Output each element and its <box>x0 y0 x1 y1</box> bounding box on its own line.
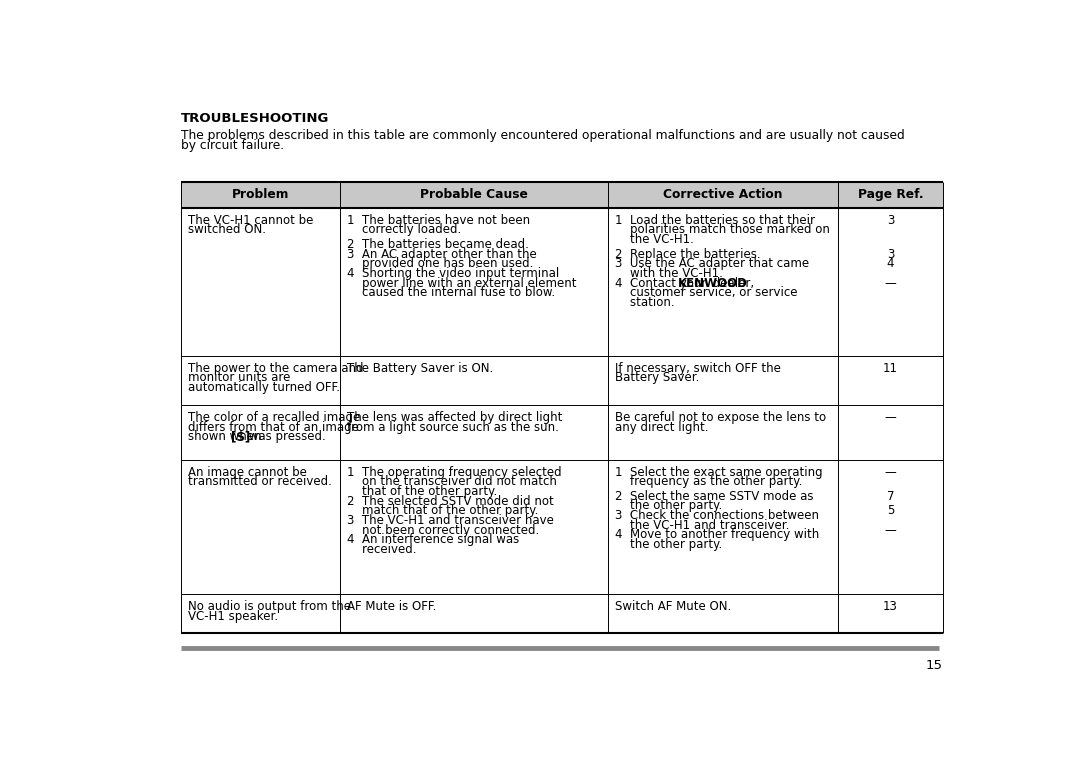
Text: customer service, or service: customer service, or service <box>615 287 797 299</box>
Text: power line with an external element: power line with an external element <box>347 277 577 290</box>
Text: by circuit failure.: by circuit failure. <box>181 139 284 152</box>
Text: differs from that of an image: differs from that of an image <box>188 420 359 433</box>
Text: TROUBLESHOOTING: TROUBLESHOOTING <box>181 112 329 125</box>
Text: [S]: [S] <box>231 430 251 443</box>
Text: 3  The VC-H1 and transceiver have: 3 The VC-H1 and transceiver have <box>347 514 554 527</box>
Text: that of the other party.: that of the other party. <box>347 485 497 498</box>
Text: received.: received. <box>347 543 416 556</box>
Text: Problem: Problem <box>232 188 289 201</box>
Text: automatically turned OFF.: automatically turned OFF. <box>188 381 340 394</box>
Text: from a light source such as the sun.: from a light source such as the sun. <box>347 420 558 433</box>
Text: 11: 11 <box>882 362 897 375</box>
Text: No audio is output from the: No audio is output from the <box>188 600 351 613</box>
Bar <box>181 182 943 207</box>
Text: frequency as the other party.: frequency as the other party. <box>615 475 802 489</box>
Text: 4  Shorting the video input terminal: 4 Shorting the video input terminal <box>347 267 559 280</box>
Text: If necessary, switch OFF the: If necessary, switch OFF the <box>615 362 781 375</box>
Text: 1  The operating frequency selected: 1 The operating frequency selected <box>347 466 562 479</box>
Text: station.: station. <box>615 296 674 309</box>
Text: —: — <box>885 524 896 537</box>
Text: AF Mute is OFF.: AF Mute is OFF. <box>347 600 436 613</box>
Text: The lens was affected by direct light: The lens was affected by direct light <box>347 411 562 424</box>
Text: Be careful not to expose the lens to: Be careful not to expose the lens to <box>615 411 826 424</box>
Text: 1  Load the batteries so that their: 1 Load the batteries so that their <box>615 214 814 226</box>
Text: with the VC-H1.: with the VC-H1. <box>615 267 723 280</box>
Text: The color of a recalled image: The color of a recalled image <box>188 411 360 424</box>
Text: caused the internal fuse to blow.: caused the internal fuse to blow. <box>347 287 555 299</box>
Text: 3  Check the connections between: 3 Check the connections between <box>615 509 819 522</box>
Text: 3: 3 <box>887 214 894 226</box>
Text: Switch AF Mute ON.: Switch AF Mute ON. <box>615 600 731 613</box>
Text: match that of the other party.: match that of the other party. <box>347 505 538 518</box>
Text: Battery Saver.: Battery Saver. <box>615 371 699 384</box>
Text: monitor units are: monitor units are <box>188 371 291 384</box>
Text: The VC-H1 cannot be: The VC-H1 cannot be <box>188 214 313 226</box>
Text: Probable Cause: Probable Cause <box>420 188 528 201</box>
Text: An image cannot be: An image cannot be <box>188 466 307 479</box>
Text: the VC-H1 and transceiver.: the VC-H1 and transceiver. <box>615 519 789 532</box>
Text: 2  Replace the batteries.: 2 Replace the batteries. <box>615 248 760 261</box>
Text: 2  Select the same SSTV mode as: 2 Select the same SSTV mode as <box>615 489 813 503</box>
Text: 2  The batteries became dead.: 2 The batteries became dead. <box>347 238 528 251</box>
Text: polarities match those marked on: polarities match those marked on <box>615 223 829 236</box>
Text: dealer,: dealer, <box>710 277 755 290</box>
Text: provided one has been used.: provided one has been used. <box>347 258 534 271</box>
Text: shown when: shown when <box>188 430 265 443</box>
Text: was pressed.: was pressed. <box>244 430 325 443</box>
Text: The Battery Saver is ON.: The Battery Saver is ON. <box>347 362 492 375</box>
Text: —: — <box>885 466 896 479</box>
Text: the VC-H1.: the VC-H1. <box>615 233 693 245</box>
Text: 1  Select the exact same operating: 1 Select the exact same operating <box>615 466 822 479</box>
Text: —: — <box>885 277 896 290</box>
Text: 5: 5 <box>887 505 894 518</box>
Text: 3  An AC adapter other than the: 3 An AC adapter other than the <box>347 248 537 261</box>
Text: 4: 4 <box>887 258 894 271</box>
Text: 15: 15 <box>926 659 943 672</box>
Text: 3  Use the AC adapter that came: 3 Use the AC adapter that came <box>615 258 809 271</box>
Text: —: — <box>885 411 896 424</box>
Text: 4  An interference signal was: 4 An interference signal was <box>347 534 519 546</box>
Text: 3: 3 <box>887 248 894 261</box>
Text: Page Ref.: Page Ref. <box>858 188 923 201</box>
Text: 1  The batteries have not been: 1 The batteries have not been <box>347 214 530 226</box>
Text: 13: 13 <box>883 600 897 613</box>
Text: KENWOOD: KENWOOD <box>678 277 748 290</box>
Text: correctly loaded.: correctly loaded. <box>347 223 461 236</box>
Text: not been correctly connected.: not been correctly connected. <box>347 524 539 537</box>
Text: 4  Move to another frequency with: 4 Move to another frequency with <box>615 528 819 541</box>
Text: The power to the camera and: The power to the camera and <box>188 362 363 375</box>
Text: 4  Contact your: 4 Contact your <box>615 277 710 290</box>
Text: transmitted or received.: transmitted or received. <box>188 475 332 489</box>
Text: Corrective Action: Corrective Action <box>663 188 783 201</box>
Text: 7: 7 <box>887 489 894 503</box>
Text: The problems described in this table are commonly encountered operational malfun: The problems described in this table are… <box>181 129 905 142</box>
Text: any direct light.: any direct light. <box>615 420 708 433</box>
Text: the other party.: the other party. <box>615 538 721 551</box>
Text: 2  The selected SSTV mode did not: 2 The selected SSTV mode did not <box>347 495 554 508</box>
Text: VC-H1 speaker.: VC-H1 speaker. <box>188 610 278 622</box>
Text: on the transceiver did not match: on the transceiver did not match <box>347 475 556 489</box>
Text: switched ON.: switched ON. <box>188 223 266 236</box>
Text: the other party.: the other party. <box>615 499 721 512</box>
